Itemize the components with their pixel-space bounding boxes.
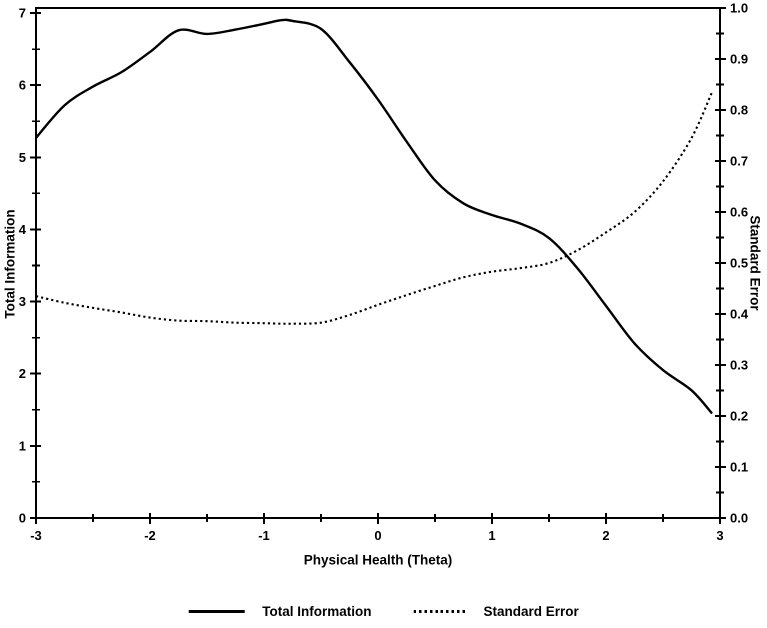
left-axis-title: Total Information bbox=[2, 209, 18, 319]
tick-label: 1 bbox=[488, 528, 495, 543]
tick-label: 0.5 bbox=[730, 256, 748, 271]
tick-label: 4 bbox=[19, 222, 27, 237]
tick-label: 6 bbox=[19, 78, 26, 93]
legend-label-total-information: Total Information bbox=[262, 604, 372, 619]
tick-label: 2 bbox=[19, 366, 26, 381]
tick-label: 2 bbox=[602, 528, 609, 543]
tick-label: 0.0 bbox=[730, 511, 748, 526]
tick-label: 0.2 bbox=[730, 409, 748, 424]
tick-label: -2 bbox=[144, 528, 156, 543]
x-axis-title: Physical Health (Theta) bbox=[303, 552, 453, 568]
tick-label: 1 bbox=[19, 438, 26, 453]
legend-item-standard-error: Standard Error bbox=[413, 604, 579, 619]
tick-label: 3 bbox=[19, 294, 26, 309]
tick-label: 0.6 bbox=[730, 205, 748, 220]
tick-label: 0.9 bbox=[730, 52, 748, 67]
tick-label: 0.4 bbox=[730, 307, 749, 322]
tick-label: 3 bbox=[716, 528, 723, 543]
solid-line-swatch-icon bbox=[188, 610, 245, 613]
chart-legend: Total Information Standard Error bbox=[188, 604, 579, 619]
tick-label: 7 bbox=[19, 6, 26, 21]
tick-label: 5 bbox=[19, 150, 26, 165]
tick-label: 0.1 bbox=[730, 460, 748, 475]
total-information-curve bbox=[35, 18, 713, 415]
tick-label: -1 bbox=[258, 528, 270, 543]
legend-label-standard-error: Standard Error bbox=[483, 604, 579, 619]
tick-label: -3 bbox=[30, 528, 42, 543]
tick-label: 0.7 bbox=[730, 154, 748, 169]
tick-label: 0 bbox=[19, 511, 26, 526]
tick-label: 0 bbox=[374, 528, 381, 543]
tick-label: 1.0 bbox=[730, 1, 748, 16]
legend-item-total-information: Total Information bbox=[188, 604, 371, 619]
tick-label: 0.3 bbox=[730, 358, 748, 373]
plot-frame bbox=[35, 7, 721, 519]
tick-label: 0.8 bbox=[730, 103, 748, 118]
standard-error-curve bbox=[35, 91, 713, 325]
dotted-line-swatch-icon bbox=[413, 610, 466, 613]
right-axis-title: Standard Error bbox=[747, 215, 763, 311]
